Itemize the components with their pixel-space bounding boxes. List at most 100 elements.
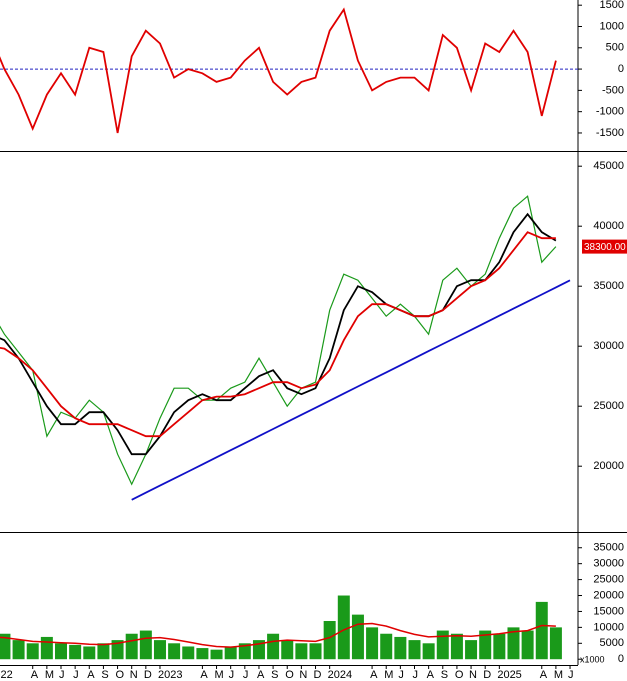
x-tick-label: N	[130, 669, 138, 681]
volume-bar	[535, 601, 548, 660]
volume-bar	[210, 649, 223, 660]
volume-bar	[40, 636, 53, 660]
series-line	[0, 212, 557, 456]
volume-bar	[111, 640, 124, 660]
volume-bar	[0, 633, 11, 660]
y-tick-label: 30000	[593, 340, 624, 352]
volume-bar	[153, 640, 166, 660]
volume-bar	[323, 621, 336, 660]
x-tick-label: A	[31, 669, 39, 681]
volume-bar	[83, 646, 96, 660]
volume-bar	[69, 644, 82, 660]
volume-bar	[295, 643, 308, 660]
volume-bar	[97, 643, 110, 660]
y-tick-label: 20000	[593, 589, 624, 601]
x-tick-label: S	[441, 669, 448, 681]
volume-bar	[436, 630, 449, 660]
volume-bar	[238, 643, 251, 660]
x-tick-label: J	[568, 669, 574, 681]
y-tick-label: 0	[618, 653, 624, 665]
y-tick-label: 500	[606, 42, 624, 54]
average-line	[0, 622, 556, 648]
x-tick-label: A	[200, 669, 208, 681]
x-tick-label: J	[59, 669, 65, 681]
x-tick-label: O	[285, 669, 294, 681]
volume-bar	[380, 633, 393, 660]
x-tick-label: M	[554, 669, 563, 681]
volume-bar	[55, 643, 67, 660]
volume-bar	[309, 643, 322, 660]
x-tick-label: O	[116, 669, 125, 681]
volume-bar	[450, 633, 463, 660]
series-line	[0, 231, 556, 438]
y-tick-label: 30000	[593, 558, 624, 570]
x-tick-label: M	[45, 669, 54, 681]
x-tick-label: N	[299, 669, 307, 681]
y-tick-label: 5000	[600, 637, 624, 649]
x-tick-label: M	[384, 669, 393, 681]
volume-bar	[507, 627, 520, 660]
volume-bar	[521, 630, 534, 660]
y-tick-label: 20000	[593, 460, 624, 472]
x-tick-label: A	[257, 669, 265, 681]
volume-bar	[12, 640, 25, 660]
volume-bar	[224, 646, 237, 660]
y-tick-label: 10000	[593, 621, 624, 633]
volume-bar	[549, 627, 562, 660]
volume-bar	[281, 640, 294, 660]
x-tick-label: A	[540, 669, 548, 681]
volume-bar	[465, 640, 478, 660]
y-tick-label: 35000	[593, 542, 624, 554]
x-tick-label: D	[144, 669, 152, 681]
x-tick-label: M	[215, 669, 224, 681]
x-tick-label: N	[469, 669, 477, 681]
x-tick-label: S	[271, 669, 278, 681]
unit-label: x1000	[580, 654, 605, 664]
x-tick-label: 2022	[0, 669, 13, 681]
y-tick-label: 25000	[593, 573, 624, 585]
volume-bar	[351, 614, 364, 660]
y-tick-label: 40000	[593, 220, 624, 232]
volume-bar	[337, 595, 350, 660]
x-tick-label: J	[398, 669, 404, 681]
last-value-label: 38300.00	[584, 242, 626, 253]
volume-bar	[493, 633, 506, 660]
y-tick-label: -1500	[596, 127, 624, 139]
y-tick-label: 45000	[593, 160, 624, 172]
series-line	[131, 279, 571, 501]
series-line	[0, 7, 557, 134]
x-tick-label: J	[413, 669, 419, 681]
x-tick-label: D	[314, 669, 322, 681]
x-tick-label: S	[101, 669, 108, 681]
volume-bar	[196, 648, 209, 660]
volume-bar	[26, 643, 39, 660]
y-tick-label: 0	[618, 63, 624, 75]
x-tick-label: O	[455, 669, 464, 681]
last-value-box	[582, 239, 627, 254]
volume-bar	[182, 646, 195, 660]
volume-bar	[366, 627, 379, 660]
x-tick-label: 2025	[497, 669, 521, 681]
volume-bar	[479, 630, 492, 660]
volume-bar	[139, 630, 152, 660]
y-tick-label: -1000	[596, 106, 624, 118]
volume-bar	[125, 633, 138, 660]
x-tick-label: A	[370, 669, 378, 681]
x-tick-label: J	[243, 669, 249, 681]
x-tick-label: 2024	[328, 669, 352, 681]
y-tick-label: 35000	[593, 280, 624, 292]
x-tick-label: A	[87, 669, 95, 681]
volume-bar	[267, 633, 280, 660]
volume-bar	[168, 643, 181, 660]
y-tick-label: 25000	[593, 400, 624, 412]
y-tick-label: -500	[602, 84, 624, 96]
x-tick-label: D	[483, 669, 491, 681]
x-tick-label: 2023	[158, 669, 182, 681]
y-tick-label: 1000	[600, 20, 624, 32]
y-tick-label: 15000	[593, 605, 624, 617]
volume-bar	[422, 643, 435, 660]
x-tick-label: A	[427, 669, 435, 681]
x-tick-label: J	[229, 669, 235, 681]
